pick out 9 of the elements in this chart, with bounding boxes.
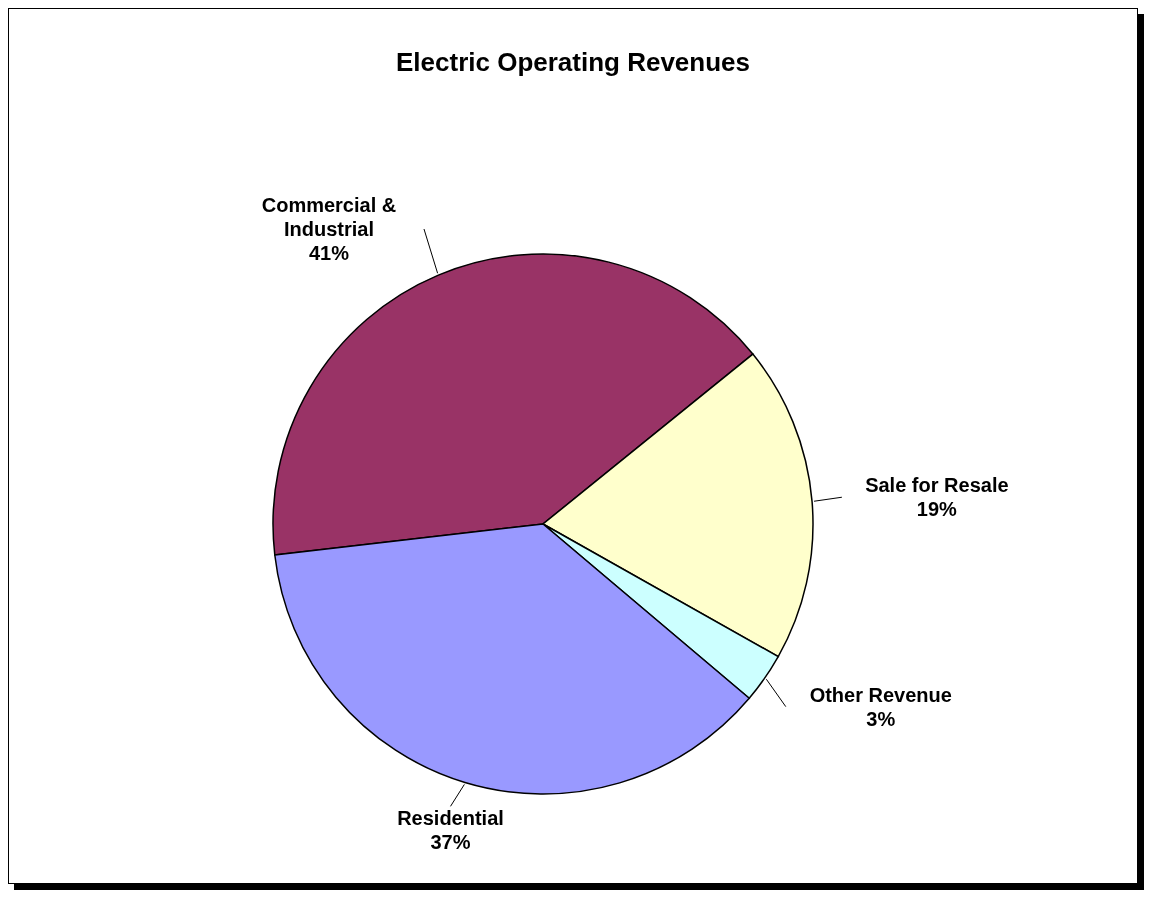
data-label: 19% <box>916 498 958 521</box>
data-label: 41% <box>308 242 350 264</box>
slice-label: Other Revenue <box>809 683 952 706</box>
data-label: 3% <box>866 707 896 730</box>
slice-label: Commercial & Industrial <box>261 194 397 240</box>
slice-label: Residential <box>397 807 504 830</box>
slice-label: Sale for Resale <box>865 474 1009 497</box>
data-label: 37% <box>430 831 471 854</box>
chart-title: Electric Operating Revenues <box>395 47 751 78</box>
